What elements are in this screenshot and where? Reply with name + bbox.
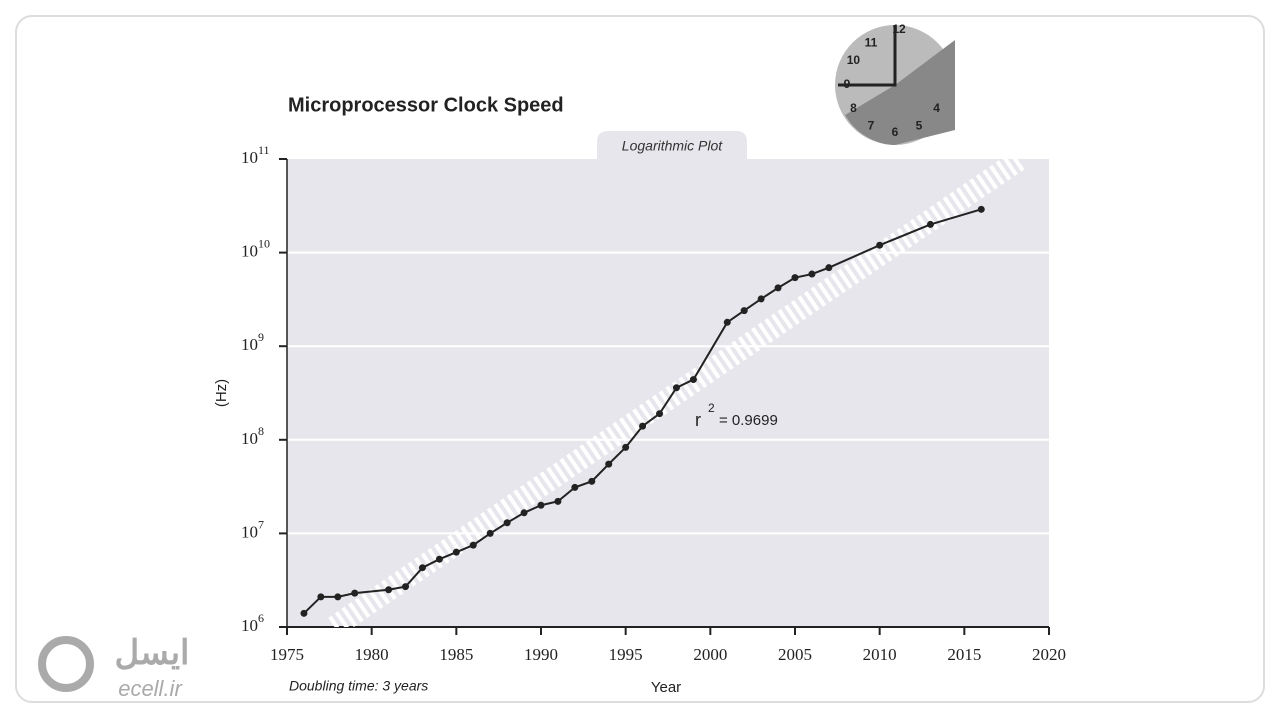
watermark-site: ecell.ir — [118, 676, 183, 701]
data-point — [689, 376, 697, 384]
clock-number: 5 — [916, 119, 923, 133]
data-point — [520, 509, 528, 517]
watermark-persian: ایسل — [115, 634, 190, 672]
y-tick-base: 10 — [241, 148, 258, 167]
y-tick-exponent: 7 — [258, 517, 264, 531]
y-tick-exponent: 9 — [258, 330, 264, 344]
data-point — [435, 555, 443, 563]
data-point — [740, 307, 748, 315]
clock-number: 10 — [847, 53, 861, 67]
data-point — [639, 422, 647, 430]
y-tick-label: 108 — [241, 424, 264, 448]
x-tick-label: 1985 — [439, 645, 473, 664]
clock-number: 12 — [892, 22, 906, 36]
data-point — [402, 583, 410, 591]
data-point — [300, 609, 308, 617]
y-tick-label: 107 — [241, 517, 264, 541]
y-tick-base: 10 — [241, 522, 258, 541]
annotation-symbol: r — [695, 410, 701, 430]
data-point — [808, 270, 816, 278]
annotation-exponent: 2 — [708, 401, 715, 415]
x-tick-label: 1975 — [270, 645, 304, 664]
data-point — [351, 589, 359, 597]
subtitle-tab — [597, 131, 747, 159]
watermark-logo — [38, 636, 94, 692]
clock-number: 8 — [850, 101, 857, 115]
data-point — [571, 483, 579, 491]
chart-title: Microprocessor Clock Speed — [288, 94, 564, 116]
y-tick-base: 10 — [241, 335, 258, 354]
y-tick-label: 1011 — [241, 143, 270, 167]
footnote: Doubling time: 3 years — [289, 678, 428, 694]
data-point — [605, 460, 613, 468]
x-tick-label: 2020 — [1032, 645, 1066, 664]
data-point — [656, 410, 664, 418]
data-point — [672, 384, 680, 392]
x-tick-label: 2010 — [863, 645, 897, 664]
clock-number: 11 — [865, 36, 878, 50]
data-point — [876, 241, 884, 249]
y-tick-label: 106 — [241, 611, 264, 635]
data-point — [503, 519, 511, 527]
clock-number: 7 — [868, 119, 875, 133]
chip — [845, 40, 955, 145]
data-point — [317, 593, 325, 601]
trend-line — [328, 159, 1027, 627]
clock-hands — [838, 25, 897, 87]
data-point — [486, 529, 494, 537]
data-point — [469, 541, 477, 549]
x-axis-label: Year — [651, 679, 681, 696]
y-tick-label: 109 — [241, 330, 264, 354]
data-point — [452, 548, 460, 556]
x-tick-label: 1995 — [609, 645, 643, 664]
data-point — [622, 443, 630, 451]
data-point — [774, 284, 782, 292]
x-tick-label: 2005 — [778, 645, 812, 664]
data-point — [791, 274, 799, 282]
data-point — [977, 205, 985, 213]
clock-logo: 12 11 10 9 87 6 54 — [835, 22, 955, 145]
data-point — [757, 295, 765, 303]
y-tick-exponent: 11 — [258, 143, 270, 157]
y-tick-exponent: 10 — [258, 236, 270, 250]
data-point — [418, 564, 426, 572]
clock-number: 9 — [844, 77, 851, 91]
clock-number: 6 — [892, 125, 899, 139]
data-point — [723, 318, 731, 326]
y-tick-label: 1010 — [241, 236, 270, 260]
data-point — [926, 220, 934, 228]
x-tick-label: 1990 — [524, 645, 558, 664]
data-point — [554, 497, 562, 505]
watermark: ایسل ecell.ir — [38, 634, 190, 701]
y-tick-exponent: 6 — [258, 611, 264, 625]
subtitle: Logarithmic Plot — [622, 138, 723, 154]
y-tick-base: 10 — [241, 242, 258, 261]
data-point — [334, 593, 342, 601]
data-point — [537, 501, 545, 509]
y-tick-exponent: 8 — [258, 424, 264, 438]
clock-number: 4 — [933, 101, 940, 115]
y-tick-base: 10 — [241, 429, 258, 448]
x-tick-label: 2015 — [947, 645, 981, 664]
data-point — [385, 586, 393, 594]
annotation: r 2 = 0.9699 — [695, 401, 778, 430]
data-point — [825, 264, 833, 272]
annotation-text: = 0.9699 — [719, 412, 778, 429]
y-tick-base: 10 — [241, 616, 258, 635]
y-axis-label: (Hz) — [213, 379, 230, 407]
x-tick-label: 2000 — [693, 645, 727, 664]
data-point — [588, 477, 596, 485]
x-tick-label: 1980 — [355, 645, 389, 664]
